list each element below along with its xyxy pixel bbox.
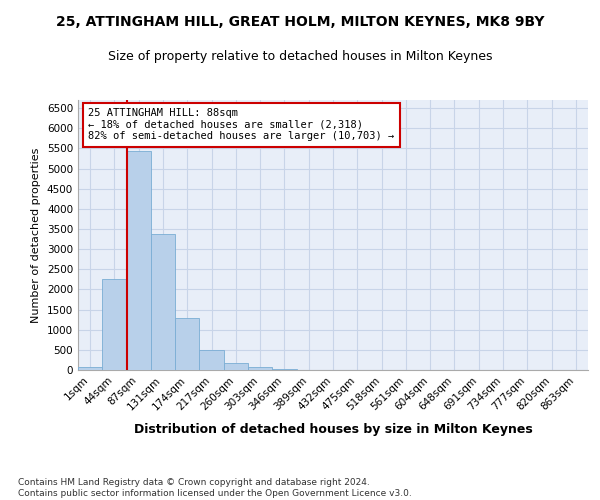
Bar [224, 362, 248, 370]
Bar [102, 278, 127, 370]
Bar [175, 318, 199, 370]
Bar [272, 369, 296, 370]
Bar [199, 350, 224, 370]
Bar [151, 234, 175, 370]
Text: 25 ATTINGHAM HILL: 88sqm
← 18% of detached houses are smaller (2,318)
82% of sem: 25 ATTINGHAM HILL: 88sqm ← 18% of detach… [88, 108, 394, 142]
Text: 25, ATTINGHAM HILL, GREAT HOLM, MILTON KEYNES, MK8 9BY: 25, ATTINGHAM HILL, GREAT HOLM, MILTON K… [56, 15, 544, 29]
Bar [248, 367, 272, 370]
Text: Contains HM Land Registry data © Crown copyright and database right 2024.
Contai: Contains HM Land Registry data © Crown c… [18, 478, 412, 498]
Text: Distribution of detached houses by size in Milton Keynes: Distribution of detached houses by size … [134, 422, 532, 436]
Bar [78, 367, 102, 370]
Y-axis label: Number of detached properties: Number of detached properties [31, 148, 41, 322]
Text: Size of property relative to detached houses in Milton Keynes: Size of property relative to detached ho… [108, 50, 492, 63]
Bar [127, 151, 151, 370]
